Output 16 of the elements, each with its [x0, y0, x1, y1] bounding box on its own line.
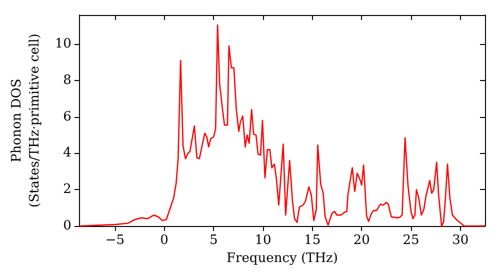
y-tick-label: 10	[54, 36, 72, 52]
x-tick-label: 0	[160, 233, 168, 248]
x-tick-label: 30	[452, 233, 469, 248]
x-tick-label: 25	[402, 233, 420, 248]
x-tick-label: 15	[304, 233, 321, 248]
x-tick-label: −5	[105, 233, 125, 248]
y-tick-label: 6	[63, 109, 72, 124]
x-tick-label: 5	[210, 233, 218, 248]
x-tick-label: 10	[254, 233, 272, 248]
y-tick-label: 8	[63, 72, 72, 88]
y-tick-label: 0	[63, 218, 72, 234]
x-tick-label: 20	[353, 233, 370, 248]
x-axis-title: Frequency (THz)	[226, 250, 338, 266]
y-tick-label: 2	[63, 182, 72, 198]
y-tick-label: 4	[63, 146, 72, 161]
y-axis-title: Phonon DOS (States/THz·primitive cell)	[10, 33, 42, 208]
